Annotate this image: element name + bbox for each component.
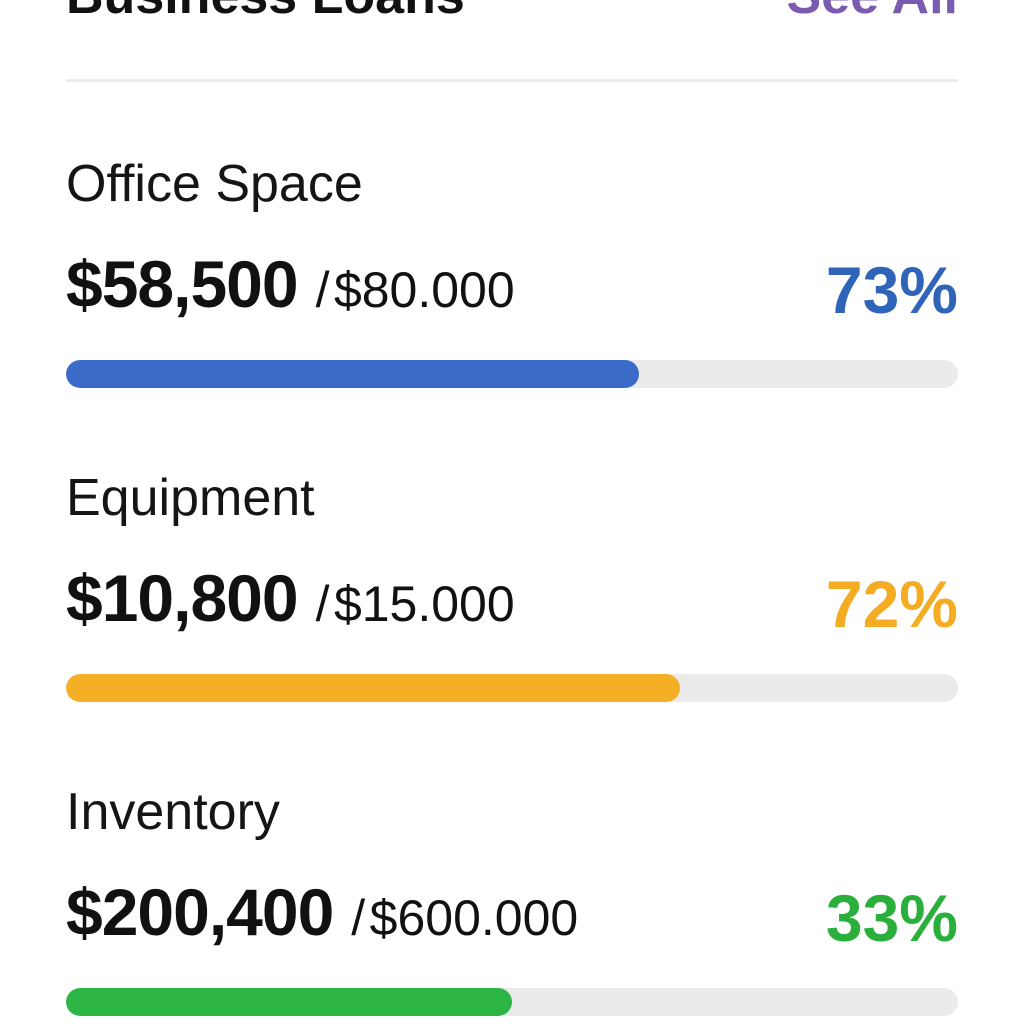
loan-amount-row: $58,500 / $80.000 73% — [66, 247, 958, 328]
amount-separator: / — [351, 890, 366, 946]
amount-total: $600.000 — [369, 890, 579, 946]
section-header: Business Loans See All — [66, 0, 958, 26]
percent-label: 33% — [825, 881, 958, 955]
loan-amount-row: $10,800 / $15.000 72% — [66, 561, 958, 642]
amount-separator: / — [315, 262, 330, 318]
loan-amount-row: $200,400 / $600.000 33% — [66, 875, 958, 956]
page-title: Business Loans — [66, 0, 465, 26]
loan-amount: $10,800 / $15.000 — [66, 560, 515, 642]
progress-track — [66, 360, 958, 388]
progress-fill — [66, 988, 512, 1016]
progress-fill — [66, 674, 680, 702]
loan-name: Equipment — [66, 469, 315, 527]
amount-separator: / — [315, 576, 330, 632]
loan-card-equipment[interactable]: Equipment $10,800 / $15.000 72% — [66, 468, 958, 708]
loan-card-office-space[interactable]: Office Space $58,500 / $80.000 73% — [66, 154, 958, 394]
amount-paid: $58,500 — [66, 247, 299, 321]
progress-track — [66, 674, 958, 702]
amount-paid: $200,400 — [66, 875, 334, 949]
loan-amount: $58,500 / $80.000 — [66, 246, 515, 328]
percent-label: 73% — [825, 253, 958, 327]
see-all-link[interactable]: See All — [787, 0, 959, 26]
amount-total: $80.000 — [333, 262, 515, 318]
header-divider — [66, 79, 958, 82]
loan-name: Inventory — [66, 783, 280, 841]
amount-paid: $10,800 — [66, 561, 299, 635]
loan-amount: $200,400 / $600.000 — [66, 874, 578, 956]
percent-label: 72% — [825, 567, 958, 641]
progress-fill — [66, 360, 639, 388]
progress-track — [66, 988, 958, 1016]
loan-name: Office Space — [66, 155, 363, 213]
loan-card-inventory[interactable]: Inventory $200,400 / $600.000 33% — [66, 782, 958, 1022]
amount-total: $15.000 — [333, 576, 515, 632]
